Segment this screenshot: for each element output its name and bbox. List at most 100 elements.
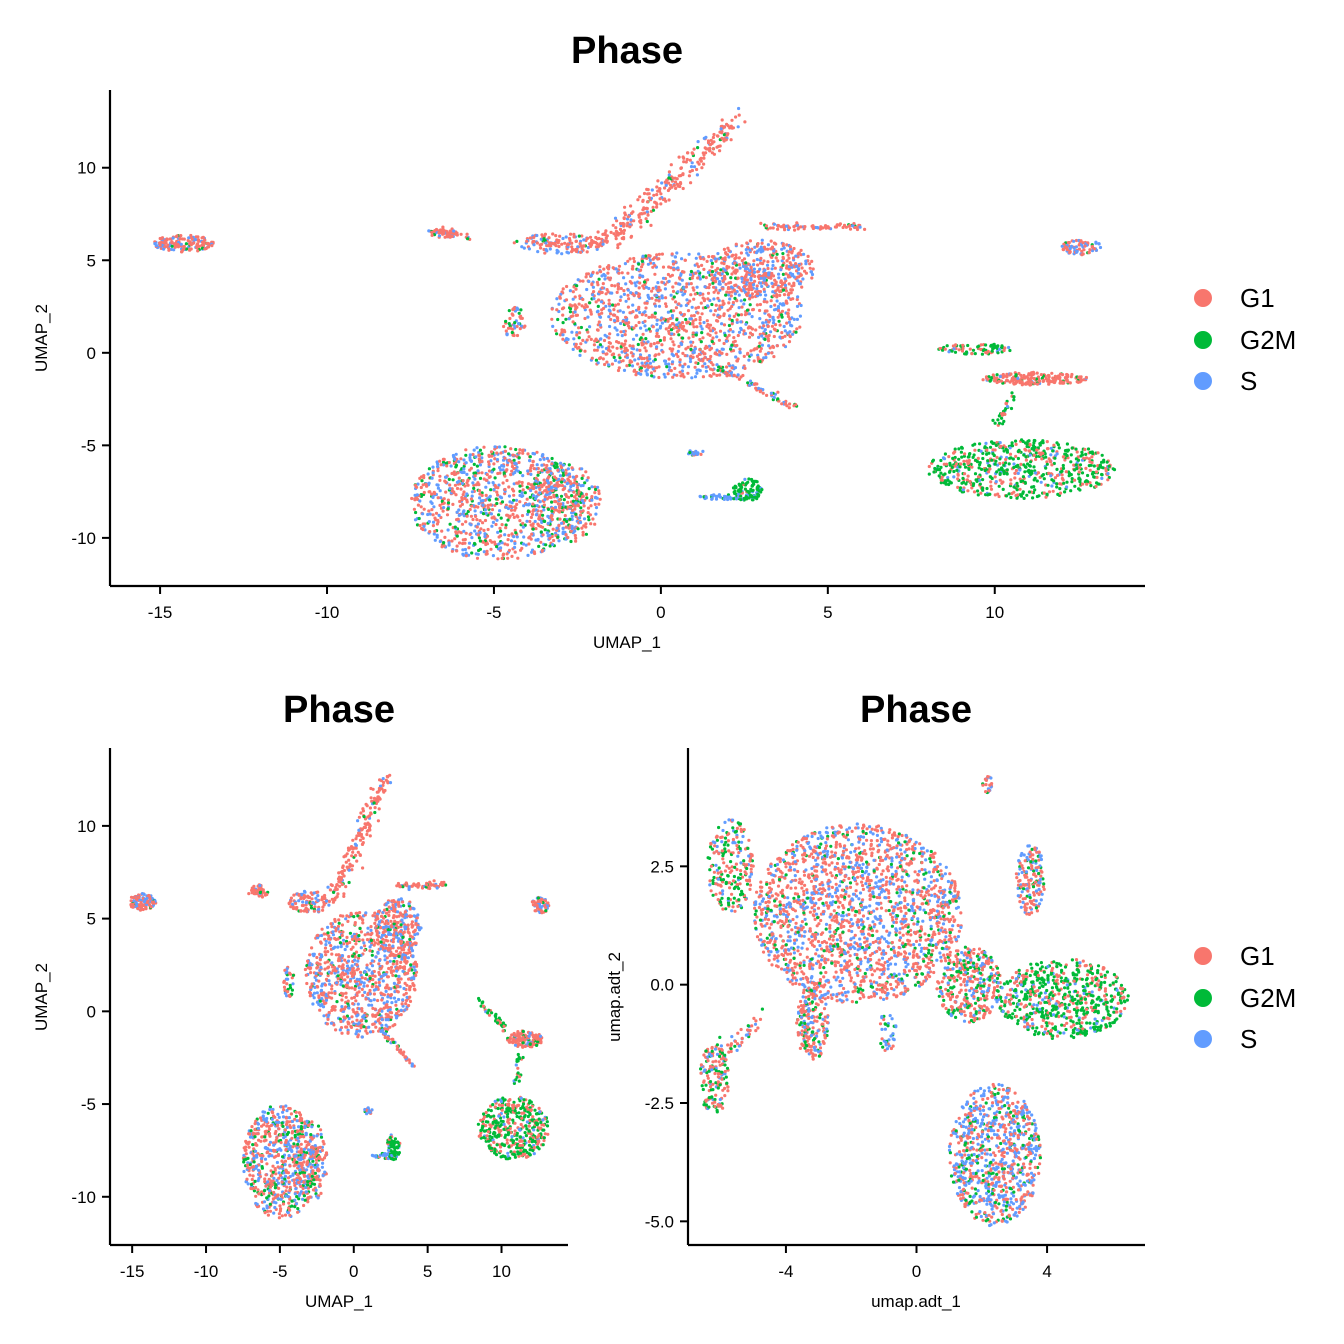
scatter-point [477,536,481,540]
scatter-point [704,495,708,499]
scatter-point [559,494,564,498]
scatter-point [768,314,772,318]
scatter-point [734,253,738,257]
scatter-point [654,304,658,308]
scatter-point [544,241,548,245]
scatter-point [782,343,786,347]
scatter-point [417,516,421,521]
scatter-point [680,321,685,325]
scatter-point [1089,463,1093,467]
scatter-point [576,278,580,282]
scatter-point [1055,467,1059,471]
scatter-point [571,502,575,506]
scatter-point [725,365,729,369]
scatter-point [780,331,784,335]
scatter-point [932,470,936,474]
scatter-point [993,421,997,425]
scatter-point [557,302,561,306]
scatter-point [1004,402,1009,406]
scatter-point [706,297,710,301]
scatter-point [572,495,577,499]
scatter-point [646,262,651,266]
scatter-point [1065,485,1069,489]
scatter-point [484,478,488,482]
scatter-point [756,356,760,360]
scatter-point [431,524,435,528]
scatter-point [455,486,460,491]
scatter-point [940,475,944,479]
scatter-point [684,317,688,322]
scatter-point [501,468,505,472]
scatter-point [997,484,1001,488]
scatter-point [1095,475,1099,479]
scatter-point [689,293,693,297]
scatter-point [503,533,507,537]
scatter-point [993,475,997,479]
scatter-point [553,505,558,509]
scatter-point [604,229,608,233]
scatter-point [1032,453,1036,457]
scatter-point [786,331,790,335]
scatter-point [731,330,735,334]
scatter-point [1045,462,1049,466]
scatter-point [672,183,677,187]
scatter-point [513,321,517,325]
scatter-point [772,395,776,400]
scatter-point [758,317,762,321]
scatter-point [970,486,974,490]
scatter-point [470,551,474,555]
scatter-point [464,448,468,452]
scatter-point [695,167,699,172]
scatter-point [558,505,562,509]
scatter-point [1076,458,1081,462]
scatter-point [477,501,481,506]
scatter-point [759,281,763,285]
scatter-point [797,267,801,271]
scatter-point [755,347,759,351]
scatter-point [735,343,739,348]
scatter-point [1029,472,1033,476]
scatter-point [618,356,622,360]
scatter-point [730,272,734,276]
scatter-point [577,302,581,306]
scatter-point [616,333,620,337]
scatter-point [786,253,790,257]
scatter-point [964,352,968,356]
scatter-point [603,362,607,367]
scatter-point [742,329,746,333]
scatter-point [528,236,533,240]
scatter-point [543,489,547,493]
scatter-point [773,278,777,282]
scatter-point [959,450,964,454]
scatter-point [491,481,495,485]
scatter-point [689,181,693,185]
scatter-point [443,535,447,540]
scatter-point [469,497,473,501]
scatter-point [674,281,678,285]
scatter-point [771,345,776,349]
scatter-point [705,259,709,263]
scatter-point [1080,471,1085,475]
scatter-point [1064,245,1068,249]
scatter-point [491,520,495,525]
scatter-point [446,501,451,505]
scatter-point [647,286,651,291]
scatter-point [533,551,537,556]
scatter-point [722,341,726,346]
scatter-point [532,239,536,243]
scatter-point [718,307,722,311]
scatter-point [1072,239,1076,243]
scatter-point [585,250,589,254]
scatter-point [568,289,573,293]
scatter-point [803,225,807,229]
scatter-point [744,261,748,265]
scatter-point [525,239,529,243]
scatter-point [494,485,498,489]
scatter-point [1044,495,1048,499]
scatter-point [673,366,677,370]
scatter-point [776,223,781,228]
scatter-point [607,302,612,306]
scatter-point [1017,448,1021,452]
scatter-point [564,493,568,497]
scatter-point [656,281,660,285]
